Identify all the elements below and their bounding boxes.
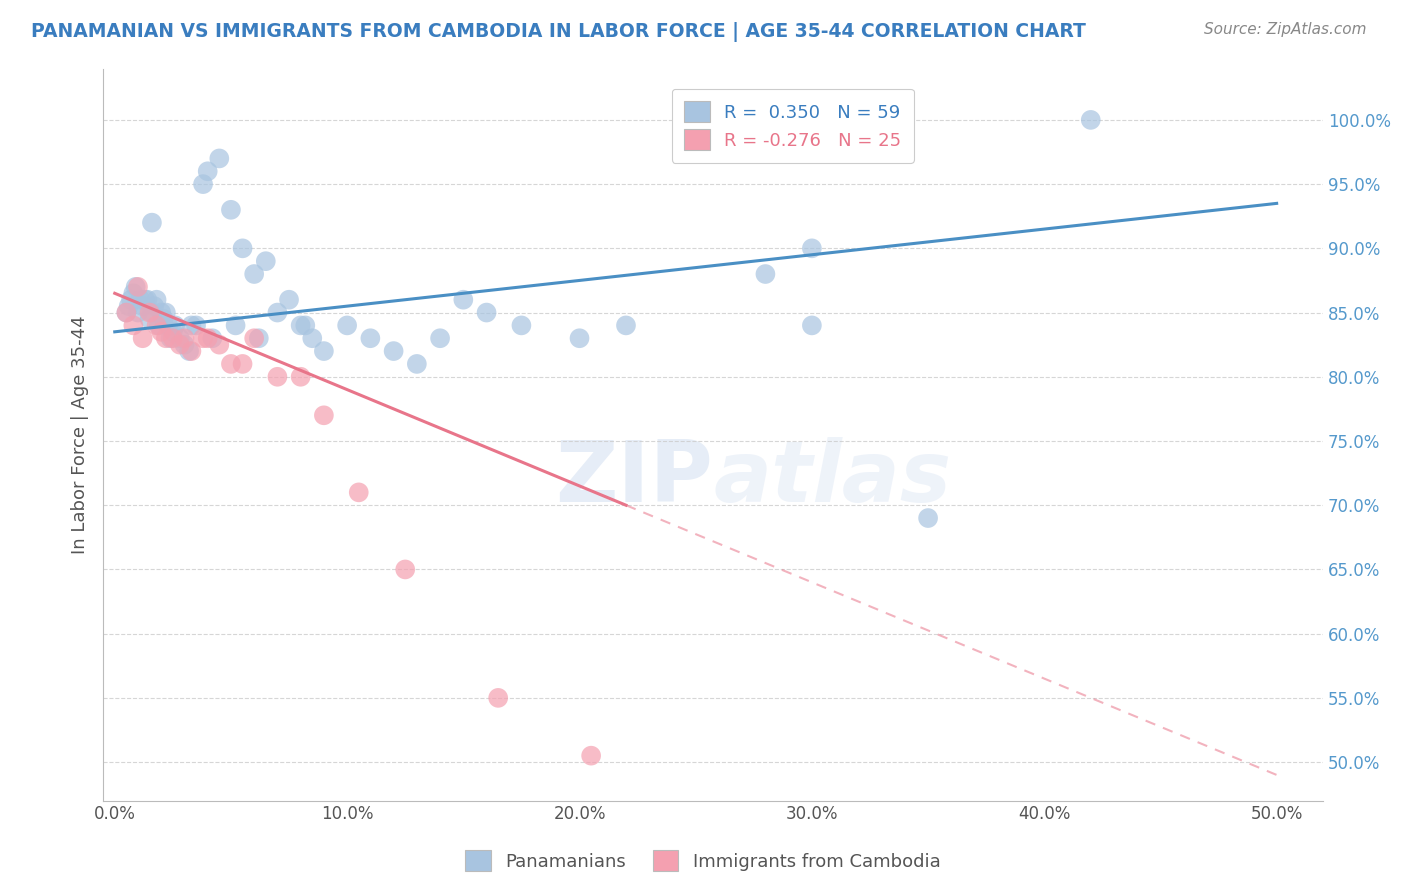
Point [382, 344, 405, 359]
Point [191, 331, 214, 345]
Text: Source: ZipAtlas.com: Source: ZipAtlas.com [1204, 22, 1367, 37]
Point [243, 331, 266, 345]
Point [301, 331, 323, 345]
Point [294, 318, 316, 333]
Point [159, 331, 181, 345]
Point [201, 331, 224, 345]
Point [579, 748, 602, 763]
Point [179, 344, 201, 359]
Point [141, 305, 163, 319]
Point [266, 369, 288, 384]
Point [169, 337, 191, 351]
Point [136, 293, 159, 307]
Point [208, 337, 231, 351]
Point [162, 331, 184, 345]
Point [118, 299, 141, 313]
Point [138, 312, 160, 326]
Point [120, 293, 142, 307]
Point [173, 331, 195, 345]
Point [232, 241, 254, 255]
Point [336, 318, 359, 333]
Point [475, 305, 498, 319]
Point [312, 344, 335, 359]
Point [169, 331, 191, 345]
Point [568, 331, 591, 345]
Point [243, 267, 266, 281]
Point [219, 357, 242, 371]
Point [148, 318, 170, 333]
Point [162, 325, 184, 339]
Point [347, 485, 370, 500]
Point [197, 164, 219, 178]
Point [394, 562, 416, 576]
Point [800, 318, 823, 333]
Point [1080, 112, 1102, 127]
Point [124, 280, 146, 294]
Point [614, 318, 637, 333]
Point [157, 318, 180, 333]
Point [155, 305, 177, 319]
Point [141, 216, 163, 230]
Point [247, 331, 270, 345]
Point [184, 318, 207, 333]
Point [127, 305, 149, 319]
Point [290, 369, 312, 384]
Point [122, 318, 145, 333]
Text: PANAMANIAN VS IMMIGRANTS FROM CAMBODIA IN LABOR FORCE | AGE 35-44 CORRELATION CH: PANAMANIAN VS IMMIGRANTS FROM CAMBODIA I… [31, 22, 1085, 42]
Point [152, 312, 174, 326]
Point [429, 331, 451, 345]
Point [191, 177, 214, 191]
Point [180, 344, 202, 359]
Point [405, 357, 427, 371]
Point [150, 325, 173, 339]
Point [143, 299, 166, 313]
Text: atlas: atlas [713, 437, 952, 520]
Point [312, 409, 335, 423]
Legend: Panamanians, Immigrants from Cambodia: Panamanians, Immigrants from Cambodia [458, 843, 948, 879]
Point [173, 337, 195, 351]
Point [359, 331, 381, 345]
Point [150, 305, 173, 319]
Point [290, 318, 312, 333]
Point [122, 286, 145, 301]
Point [800, 241, 823, 255]
Point [145, 318, 167, 333]
Point [254, 254, 277, 268]
Point [131, 299, 153, 313]
Point [197, 331, 219, 345]
Point [208, 152, 231, 166]
Point [155, 331, 177, 345]
Y-axis label: In Labor Force | Age 35-44: In Labor Force | Age 35-44 [72, 315, 89, 554]
Point [232, 357, 254, 371]
Point [145, 293, 167, 307]
Point [917, 511, 939, 525]
Point [278, 293, 301, 307]
Point [180, 318, 202, 333]
Point [127, 280, 149, 294]
Point [225, 318, 247, 333]
Point [510, 318, 533, 333]
Point [129, 293, 152, 307]
Point [754, 267, 776, 281]
Point [165, 318, 187, 333]
Point [134, 293, 156, 307]
Point [115, 305, 138, 319]
Point [486, 690, 509, 705]
Point [138, 305, 160, 319]
Point [219, 202, 242, 217]
Point [266, 305, 288, 319]
Legend: R =  0.350   N = 59, R = -0.276   N = 25: R = 0.350 N = 59, R = -0.276 N = 25 [672, 88, 914, 162]
Point [131, 331, 153, 345]
Text: ZIP: ZIP [555, 437, 713, 520]
Point [453, 293, 475, 307]
Point [115, 305, 138, 319]
